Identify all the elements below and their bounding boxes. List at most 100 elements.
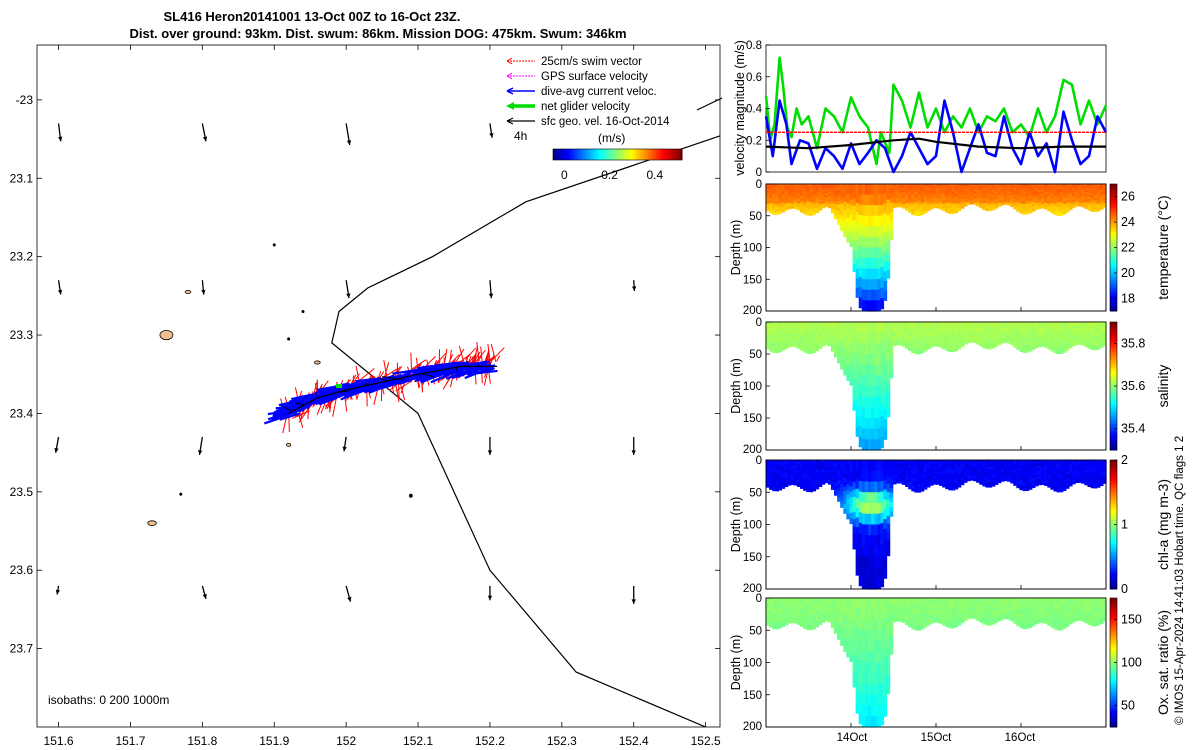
section-cell — [991, 194, 996, 198]
section-cell — [939, 472, 943, 476]
section-cell — [1034, 470, 1039, 474]
section-cell — [861, 513, 866, 525]
section-cell — [963, 478, 968, 481]
section-cell — [809, 332, 813, 336]
section-colorbar-swatch — [1110, 484, 1117, 488]
section-cell — [781, 460, 786, 463]
section-cell — [871, 258, 875, 270]
section-colorbar-swatch — [1110, 284, 1117, 288]
section-cell — [874, 492, 878, 504]
section-cell — [1025, 329, 1030, 333]
section-cell — [1016, 204, 1021, 208]
section-cell — [1034, 462, 1039, 465]
geo-velocity-arrowhead — [54, 447, 59, 453]
section-cell — [1062, 186, 1067, 190]
section-cell — [898, 197, 903, 200]
section-cell — [883, 538, 888, 550]
section-cell — [1004, 478, 1008, 482]
section-cell — [790, 342, 795, 345]
section-cell — [1059, 207, 1064, 211]
section-cell — [920, 337, 925, 341]
section-cell — [821, 337, 826, 341]
section-cell — [945, 331, 949, 335]
section-cell — [787, 206, 792, 210]
section-colorbar-swatch — [1110, 423, 1117, 427]
section-cell — [1038, 482, 1042, 486]
section-cell — [781, 347, 786, 351]
section-cell — [868, 226, 872, 238]
section-cell — [926, 337, 931, 341]
section-cell — [800, 186, 804, 190]
section-cell — [976, 194, 980, 198]
section-cell — [793, 188, 798, 191]
section-cell — [914, 465, 919, 469]
section-cell — [1065, 340, 1070, 344]
section-cell — [1004, 322, 1008, 325]
section-cell — [902, 189, 906, 193]
section-cell — [1047, 469, 1051, 472]
section-cell — [1022, 342, 1027, 346]
section-cell — [1044, 200, 1048, 204]
section-cell — [1013, 322, 1017, 325]
colorbar-swatch — [637, 149, 641, 160]
section-cell — [830, 329, 835, 333]
section-cell — [902, 338, 906, 341]
section-cell — [960, 482, 965, 486]
section-colorbar-label: salinity — [1155, 365, 1171, 408]
section-colorbar-swatch — [1110, 289, 1117, 293]
section-cell — [991, 337, 996, 340]
section-cell — [868, 535, 872, 547]
section-cell — [1022, 465, 1027, 469]
section-cell — [1004, 185, 1008, 188]
colorbar-swatch — [581, 149, 584, 160]
section-cell — [991, 475, 996, 478]
section-cell — [827, 201, 832, 205]
section-cell — [970, 463, 974, 466]
section-cell — [1047, 188, 1051, 192]
section-colorbar-swatch — [1110, 266, 1117, 270]
section-cell — [1068, 464, 1073, 468]
section-cell — [843, 184, 847, 189]
section-cell — [1016, 324, 1021, 328]
section-cell — [824, 335, 829, 338]
section-cell — [942, 344, 946, 348]
section-cell — [1028, 200, 1033, 204]
section-cell — [960, 194, 965, 197]
section-cell — [840, 195, 844, 201]
section-cell — [787, 326, 792, 329]
section-cell — [895, 325, 900, 329]
section-cell — [843, 197, 847, 203]
section-cell — [1016, 197, 1021, 201]
section-cell — [895, 189, 900, 193]
section-cell — [812, 327, 817, 331]
section-cell — [889, 202, 894, 208]
section-cell — [830, 486, 835, 490]
section-cell — [895, 191, 900, 195]
section-colorbar-swatch — [1110, 383, 1117, 387]
section-cell — [1075, 193, 1079, 196]
section-cell — [874, 194, 878, 206]
section-cell — [1050, 203, 1055, 207]
section-cell — [911, 189, 915, 193]
section-cell — [1075, 198, 1079, 202]
section-cell — [864, 428, 869, 440]
section-cell — [923, 193, 928, 197]
section-cell — [932, 464, 937, 467]
section-cell — [784, 468, 789, 472]
section-cell — [1004, 330, 1008, 333]
section-cell — [1000, 470, 1005, 473]
geo-velocity-arrowhead — [631, 286, 637, 291]
section-cell — [874, 460, 878, 472]
section-cell — [985, 480, 990, 484]
section-cell — [812, 199, 817, 203]
section-cell — [769, 193, 773, 197]
section-cell — [902, 342, 906, 345]
section-cell — [1013, 483, 1017, 486]
section-cell — [1078, 198, 1082, 202]
section-cell — [1090, 466, 1095, 470]
section-cell — [858, 266, 863, 278]
section-cell — [982, 472, 987, 476]
section-cell — [948, 477, 953, 481]
section-cell — [1031, 206, 1036, 210]
section-cell — [809, 489, 813, 493]
